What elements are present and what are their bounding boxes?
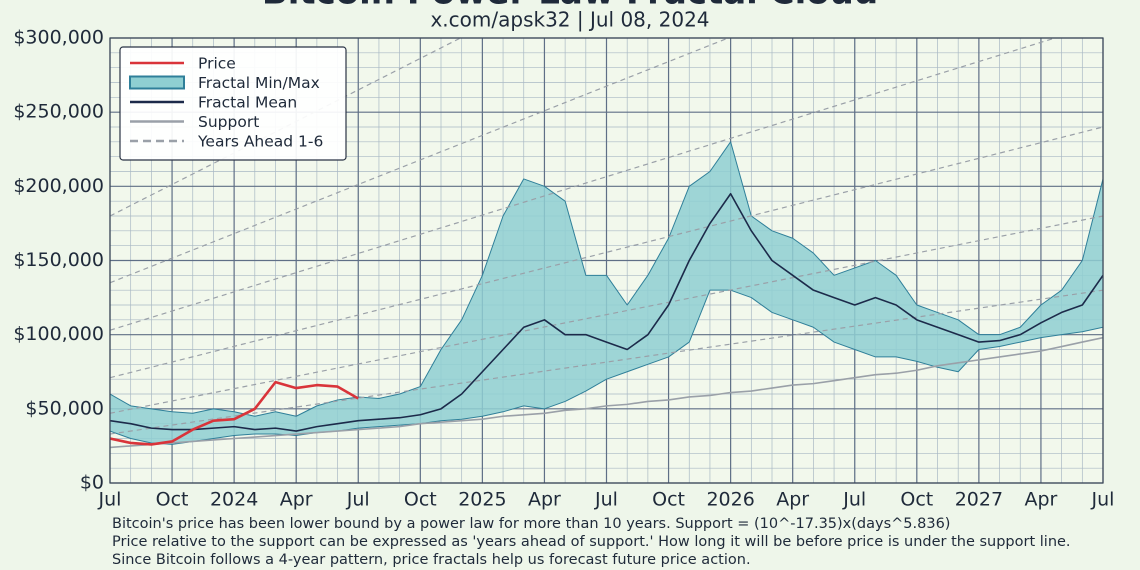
chart-title: Bitcoin Power Law Fractal Cloud — [262, 0, 878, 13]
x-tick-label: Jul — [1091, 489, 1115, 511]
axes: $0 $50,000 $100,000 $150,000 $200,000 $250,00… — [13, 27, 1114, 511]
x-tick-label: Apr — [776, 489, 809, 511]
mean-line — [110, 192, 1103, 432]
x-tick-label: Apr — [528, 489, 561, 511]
years-ahead-line — [110, 38, 730, 284]
x-tick-label: 2024 — [210, 489, 258, 511]
years-ahead-line — [110, 38, 1058, 331]
chart-subtitle: x.com/apsk32 | Jul 08, 2024 — [430, 8, 709, 32]
x-tick-label: Apr — [1025, 489, 1058, 511]
x-tick-label: Apr — [280, 489, 313, 511]
x-tick-label: Jul — [98, 489, 122, 511]
x-tick-label: Jul — [842, 489, 866, 511]
x-tick-label: 2025 — [458, 489, 506, 511]
legend-label: Support — [198, 113, 259, 131]
x-tick-label: Oct — [404, 489, 437, 511]
marks — [110, 38, 1103, 449]
legend-label: Fractal Min/Max — [198, 74, 320, 92]
support-line — [110, 336, 1103, 449]
legend-label: Price — [198, 55, 236, 73]
x-tick-label: Oct — [652, 489, 685, 511]
y-tick-label: $150,000 — [13, 249, 104, 271]
band-lower-edge — [110, 289, 1103, 445]
x-tick-label: 2026 — [706, 489, 754, 511]
annotation: Bitcoin's price has been lower bound by … — [112, 516, 950, 532]
fractal-band — [110, 141, 1103, 445]
x-tick-label: Oct — [156, 489, 189, 511]
y-tick-label: $0 — [80, 472, 104, 494]
x-tick-label: Jul — [594, 489, 618, 511]
legend-label: Fractal Mean — [198, 94, 297, 112]
years-ahead-line — [110, 215, 1103, 414]
y-tick-label: $100,000 — [13, 323, 104, 345]
annotation: Price relative to the support can be exp… — [112, 534, 1071, 550]
x-tick-label: Jul — [346, 489, 370, 511]
y-tick-label: $50,000 — [25, 397, 104, 419]
x-tick-label: Oct — [900, 489, 933, 511]
legend-swatch — [129, 75, 185, 90]
y-tick-label: $300,000 — [13, 27, 104, 49]
band-upper-edge — [110, 141, 1103, 417]
legend-label: Years Ahead 1-6 — [197, 133, 323, 151]
legend-box — [119, 46, 347, 161]
y-tick-label: $200,000 — [13, 175, 104, 197]
annotation: Since Bitcoin follows a 4-year pattern, … — [112, 552, 751, 568]
plot-frame — [109, 37, 1104, 484]
price-line — [110, 380, 359, 446]
y-tick-label: $250,000 — [13, 101, 104, 123]
x-tick-label: 2027 — [955, 489, 1003, 511]
